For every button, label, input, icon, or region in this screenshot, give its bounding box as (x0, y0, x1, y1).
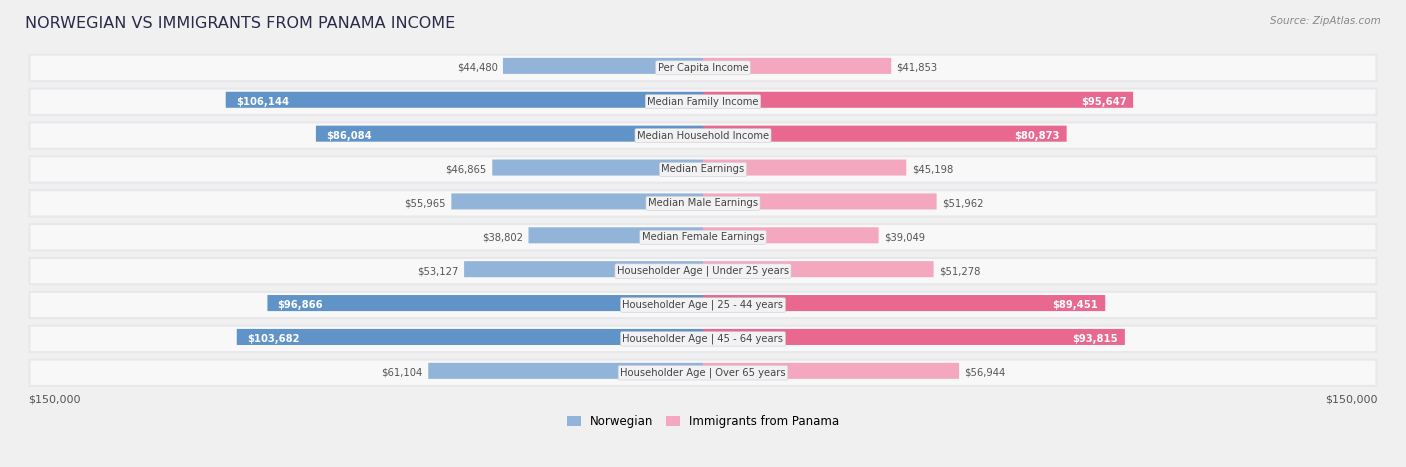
FancyBboxPatch shape (28, 257, 1378, 285)
Text: $86,084: $86,084 (326, 131, 371, 141)
FancyBboxPatch shape (703, 92, 1133, 108)
FancyBboxPatch shape (28, 87, 1378, 116)
Text: $45,198: $45,198 (911, 164, 953, 175)
Text: Median Female Earnings: Median Female Earnings (641, 232, 765, 242)
FancyBboxPatch shape (451, 193, 703, 209)
FancyBboxPatch shape (31, 90, 1375, 114)
Text: $53,127: $53,127 (418, 266, 458, 276)
Text: $55,965: $55,965 (405, 198, 446, 208)
FancyBboxPatch shape (31, 157, 1375, 182)
Text: $44,480: $44,480 (457, 63, 498, 73)
Text: Per Capita Income: Per Capita Income (658, 63, 748, 73)
Text: NORWEGIAN VS IMMIGRANTS FROM PANAMA INCOME: NORWEGIAN VS IMMIGRANTS FROM PANAMA INCO… (25, 16, 456, 31)
FancyBboxPatch shape (31, 293, 1375, 317)
FancyBboxPatch shape (316, 126, 703, 142)
FancyBboxPatch shape (31, 225, 1375, 249)
Text: $39,049: $39,049 (884, 232, 925, 242)
Text: Median Family Income: Median Family Income (647, 97, 759, 106)
FancyBboxPatch shape (429, 363, 703, 379)
Text: Median Earnings: Median Earnings (661, 164, 745, 175)
FancyBboxPatch shape (464, 261, 703, 277)
FancyBboxPatch shape (503, 58, 703, 74)
FancyBboxPatch shape (28, 291, 1378, 319)
FancyBboxPatch shape (267, 295, 703, 311)
Text: Householder Age | Over 65 years: Householder Age | Over 65 years (620, 368, 786, 378)
FancyBboxPatch shape (31, 56, 1375, 80)
Text: Householder Age | 25 - 44 years: Householder Age | 25 - 44 years (623, 300, 783, 310)
FancyBboxPatch shape (703, 261, 934, 277)
Text: $89,451: $89,451 (1053, 300, 1098, 310)
FancyBboxPatch shape (236, 329, 703, 345)
FancyBboxPatch shape (28, 156, 1378, 184)
FancyBboxPatch shape (28, 325, 1378, 353)
FancyBboxPatch shape (226, 92, 703, 108)
FancyBboxPatch shape (703, 227, 879, 243)
Text: $38,802: $38,802 (482, 232, 523, 242)
Legend: Norwegian, Immigrants from Panama: Norwegian, Immigrants from Panama (562, 410, 844, 433)
Text: $93,815: $93,815 (1073, 334, 1118, 344)
FancyBboxPatch shape (703, 126, 1067, 142)
Text: $95,647: $95,647 (1081, 97, 1126, 106)
FancyBboxPatch shape (529, 227, 703, 243)
Text: $80,873: $80,873 (1015, 131, 1060, 141)
FancyBboxPatch shape (28, 54, 1378, 82)
FancyBboxPatch shape (31, 259, 1375, 283)
FancyBboxPatch shape (703, 295, 1105, 311)
Text: $46,865: $46,865 (446, 164, 486, 175)
Text: Median Male Earnings: Median Male Earnings (648, 198, 758, 208)
Text: $61,104: $61,104 (381, 368, 423, 378)
FancyBboxPatch shape (31, 327, 1375, 351)
FancyBboxPatch shape (703, 363, 959, 379)
FancyBboxPatch shape (28, 223, 1378, 251)
Text: $96,866: $96,866 (277, 300, 323, 310)
Text: $150,000: $150,000 (1324, 395, 1378, 404)
Text: $56,944: $56,944 (965, 368, 1005, 378)
FancyBboxPatch shape (703, 193, 936, 209)
FancyBboxPatch shape (31, 361, 1375, 385)
FancyBboxPatch shape (31, 191, 1375, 215)
Text: $106,144: $106,144 (236, 97, 290, 106)
Text: $51,278: $51,278 (939, 266, 980, 276)
Text: Householder Age | Under 25 years: Householder Age | Under 25 years (617, 266, 789, 276)
Text: $51,962: $51,962 (942, 198, 984, 208)
FancyBboxPatch shape (703, 329, 1125, 345)
FancyBboxPatch shape (28, 189, 1378, 218)
Text: $41,853: $41,853 (897, 63, 938, 73)
FancyBboxPatch shape (31, 123, 1375, 148)
FancyBboxPatch shape (28, 121, 1378, 150)
FancyBboxPatch shape (703, 160, 907, 176)
Text: Median Household Income: Median Household Income (637, 131, 769, 141)
Text: Householder Age | 45 - 64 years: Householder Age | 45 - 64 years (623, 333, 783, 344)
Text: Source: ZipAtlas.com: Source: ZipAtlas.com (1270, 16, 1381, 26)
Text: $103,682: $103,682 (247, 334, 299, 344)
FancyBboxPatch shape (492, 160, 703, 176)
FancyBboxPatch shape (28, 359, 1378, 387)
Text: $150,000: $150,000 (28, 395, 82, 404)
FancyBboxPatch shape (703, 58, 891, 74)
